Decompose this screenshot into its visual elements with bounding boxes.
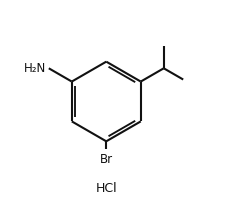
Text: Br: Br [100, 152, 113, 165]
Text: H₂N: H₂N [24, 61, 46, 74]
Text: HCl: HCl [95, 181, 117, 194]
